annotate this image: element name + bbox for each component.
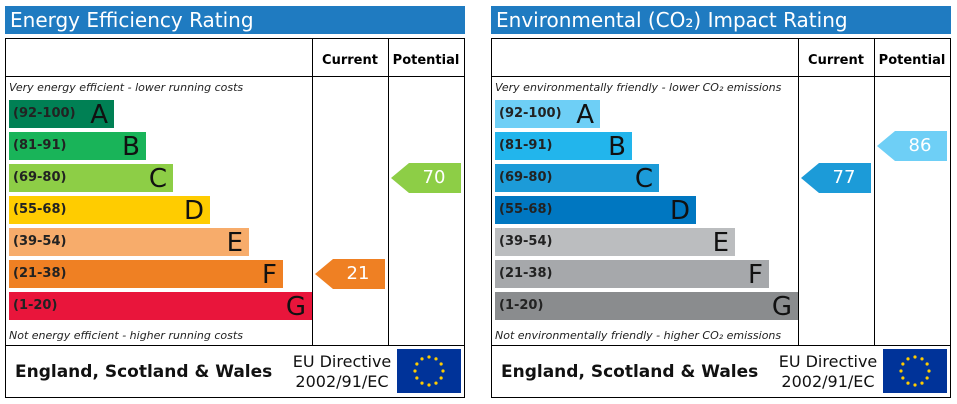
potential-column-header: Potential	[878, 53, 946, 68]
directive-line-2: 2002/91/EC	[295, 372, 389, 391]
current-rating-arrow: 77	[801, 163, 871, 193]
top-note: Very environmentally friendly - lower CO…	[495, 81, 782, 94]
chart-title: Energy Efficiency Rating	[5, 6, 465, 34]
band-range-label: (69-80)	[13, 170, 67, 185]
band-letter: C	[148, 164, 167, 194]
footer-divider	[492, 345, 950, 346]
rating-band-e: (39-54) E	[9, 228, 249, 258]
band-letter: E	[712, 228, 729, 258]
potential-column-header: Potential	[392, 53, 460, 68]
current-column-header: Current	[322, 53, 378, 68]
band-range-label: (69-80)	[499, 170, 553, 185]
header-divider	[6, 76, 464, 77]
band-range-label: (39-54)	[13, 234, 67, 249]
band-letter: D	[183, 196, 204, 226]
directive-line-1: EU Directive	[778, 352, 878, 371]
potential-rating-arrow: 70	[391, 163, 461, 193]
band-letter: G	[771, 292, 792, 322]
eu-flag-icon	[883, 349, 947, 393]
band-letter: A	[576, 100, 594, 130]
eu-directive: EU Directive 2002/91/EC	[287, 352, 397, 392]
band-range-label: (1-20)	[499, 298, 544, 313]
rating-band-c: (69-80) C	[495, 164, 659, 194]
rating-frame: Current Potential Very energy efficient - …	[5, 38, 465, 398]
rating-band-f: (21-38) F	[495, 260, 769, 290]
bottom-note: Not environmentally friendly - higher CO…	[495, 329, 782, 342]
current-column-header: Current	[808, 53, 864, 68]
rating-band-g: (1-20) G	[495, 292, 798, 322]
band-letter: B	[122, 132, 140, 162]
column-divider-current	[798, 39, 799, 345]
potential-rating-arrow: 86	[877, 131, 947, 161]
band-range-label: (92-100)	[13, 106, 76, 121]
rating-band-f: (21-38) F	[9, 260, 283, 290]
eu-directive: EU Directive 2002/91/EC	[773, 352, 883, 392]
band-range-label: (21-38)	[13, 266, 67, 281]
band-range-label: (92-100)	[499, 106, 562, 121]
band-letter: F	[748, 260, 763, 290]
chart-title: Environmental (CO₂) Impact Rating	[491, 6, 951, 34]
bottom-note: Not energy efficient - higher running co…	[9, 329, 243, 342]
rating-band-g: (1-20) G	[9, 292, 312, 322]
footer-region-label: England, Scotland & Wales	[15, 362, 273, 382]
directive-line-1: EU Directive	[292, 352, 392, 371]
top-note: Very energy efficient - lower running co…	[9, 81, 244, 94]
column-divider-current	[312, 39, 313, 345]
footer-region-label: England, Scotland & Wales	[501, 362, 759, 382]
band-letter: F	[262, 260, 277, 290]
rating-band-b: (81-91) B	[9, 132, 146, 162]
band-range-label: (81-91)	[499, 138, 553, 153]
column-divider-potential	[874, 39, 875, 345]
eu-flag-icon	[397, 349, 461, 393]
rating-band-d: (55-68) D	[495, 196, 696, 226]
band-letter: C	[634, 164, 653, 194]
band-letter: E	[226, 228, 243, 258]
environmental-impact-panel: Environmental (CO₂) Impact Rating Current…	[491, 6, 951, 398]
rating-band-b: (81-91) B	[495, 132, 632, 162]
band-letter: A	[90, 100, 108, 130]
rating-band-c: (69-80) C	[9, 164, 173, 194]
band-letter: G	[285, 292, 306, 322]
rating-band-a: (92-100) A	[495, 100, 600, 130]
band-range-label: (39-54)	[499, 234, 553, 249]
band-range-label: (55-68)	[13, 202, 67, 217]
header-divider	[492, 76, 950, 77]
energy-efficiency-panel: Energy Efficiency Rating Current Potential…	[5, 6, 465, 398]
current-rating-arrow: 21	[315, 259, 385, 289]
band-range-label: (81-91)	[13, 138, 67, 153]
rating-band-d: (55-68) D	[9, 196, 210, 226]
band-range-label: (1-20)	[13, 298, 58, 313]
band-letter: B	[608, 132, 626, 162]
rating-frame: Current Potential Very environmentally fri…	[491, 38, 951, 398]
column-divider-potential	[388, 39, 389, 345]
rating-band-e: (39-54) E	[495, 228, 735, 258]
band-range-label: (21-38)	[499, 266, 553, 281]
rating-band-a: (92-100) A	[9, 100, 114, 130]
directive-line-2: 2002/91/EC	[781, 372, 875, 391]
band-letter: D	[669, 196, 690, 226]
band-range-label: (55-68)	[499, 202, 553, 217]
footer-divider	[6, 345, 464, 346]
